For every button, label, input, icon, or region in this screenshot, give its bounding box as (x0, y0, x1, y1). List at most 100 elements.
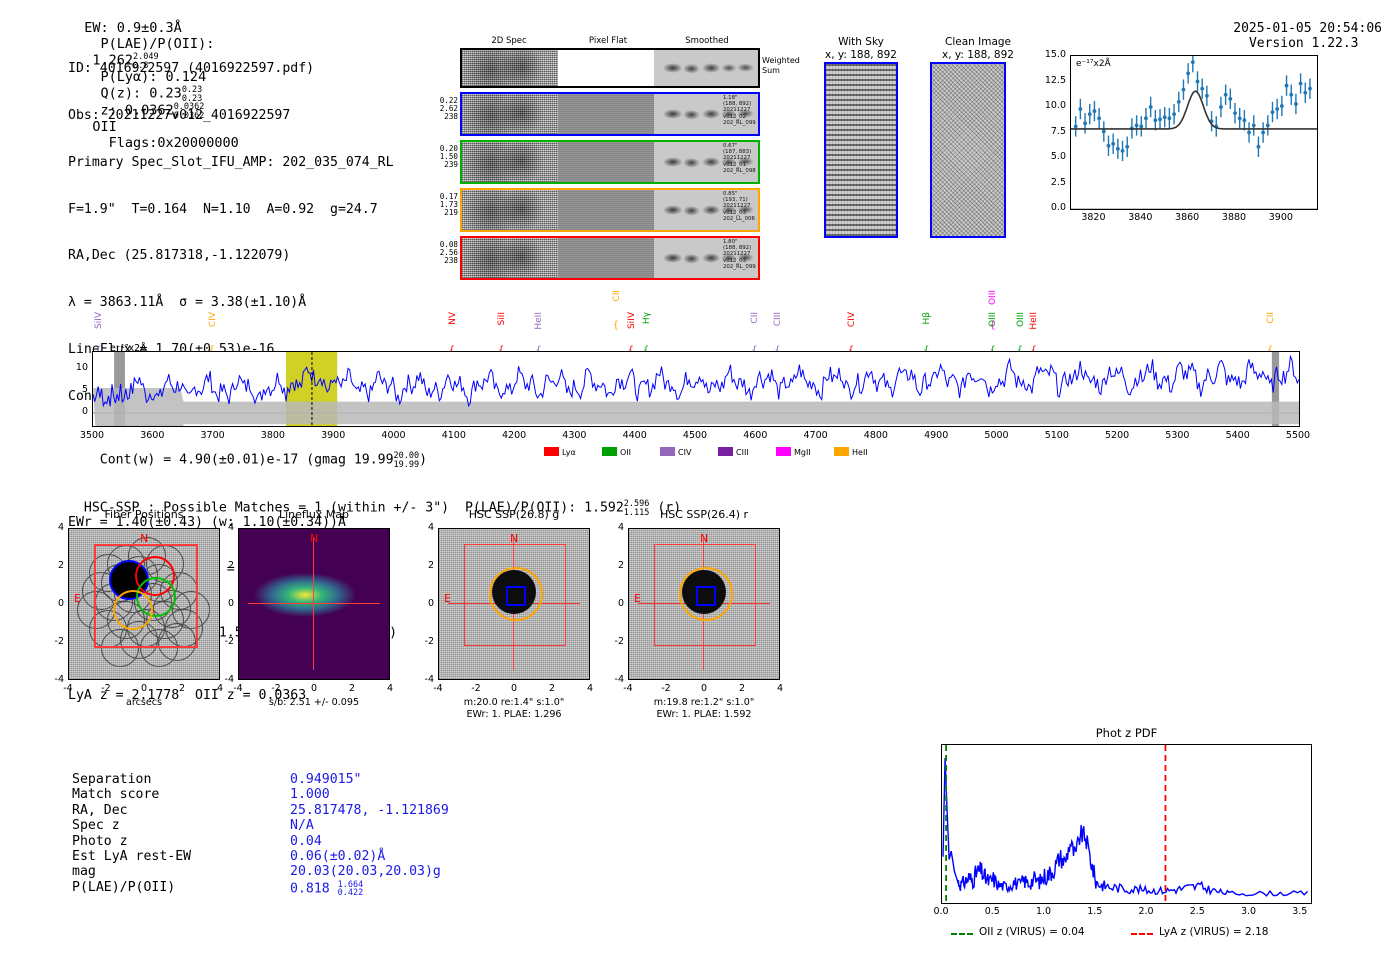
xtick: -2 (271, 683, 281, 694)
with-sky-title: With Sky (838, 36, 884, 48)
xtick: 3.5 (1292, 906, 1308, 917)
panel-caption: m:19.8 re:1.2" s:1.0" (653, 697, 755, 708)
xtick: 4 (216, 683, 224, 694)
xtick: 3600 (140, 430, 165, 441)
emission-line-label: OIII (988, 290, 999, 306)
ytick: 2 (617, 560, 624, 571)
fiber-row-meta: 0.67" (187, 883) 20211227 v012_01 202_RL_098 (723, 143, 756, 174)
xtick: 4800 (863, 430, 888, 441)
emission-line-bracket: { (535, 345, 541, 356)
cutout-panel[interactable] (238, 528, 390, 680)
panel-title: HSC SSP(26.4) r (659, 508, 749, 521)
emission-line-label: CII (1265, 312, 1276, 324)
xtick: 3840 (1128, 212, 1153, 223)
source-aperture-orange[interactable] (679, 567, 733, 621)
panel-caption: arcsecs (125, 697, 163, 708)
2d-spectrum-panel: 2D Spec Pixel Flat Smoothed Weighted Sum… (420, 36, 800, 280)
table-key: Est LyA rest-EW (72, 848, 192, 864)
header-plya: P(Lyα): 0.124 (100, 69, 207, 85)
info-gmag-lo: 19.99 (393, 459, 420, 470)
xtick: 4600 (743, 430, 768, 441)
header-datetime: 2025-01-05 20:54:06 (1233, 21, 1382, 36)
table-key: P(LAE)/P(OII) (72, 879, 176, 895)
header-flags: Flags:0x20000000 (108, 135, 239, 151)
full-spectrum-svg (93, 352, 1299, 426)
clean-image-cutout[interactable] (930, 62, 1006, 238)
clean-image-header: Clean Image x, y: 188, 892 (918, 36, 1038, 61)
xtick: 3880 (1221, 212, 1247, 223)
fiber-row (460, 236, 760, 280)
xtick: 4900 (924, 430, 949, 441)
with-sky-cutout[interactable] (824, 62, 898, 238)
emission-line-zoom-plot[interactable]: e⁻¹⁷x2Å 0.0 2.5 5.0 7.5 10.0 12.5 15.0 3820 384… (1032, 49, 1318, 223)
panel-title: Lineflux Map (278, 508, 350, 521)
fiber-row (460, 92, 760, 136)
legend-label: LyA z (VIRUS) = 2.18 (1159, 926, 1269, 938)
fiber-circle[interactable] (158, 623, 197, 662)
aperture-box (654, 544, 756, 646)
compass-e: E (444, 592, 451, 605)
xtick: 5000 (984, 430, 1009, 441)
compass-n: N (510, 532, 519, 545)
ytick: 2.5 (1050, 176, 1066, 188)
compass-n: N (310, 532, 319, 545)
hsc-plae-hi: 2.596 (623, 499, 650, 509)
table-key: Separation (72, 772, 152, 787)
xtick: 5200 (1105, 430, 1130, 441)
xtick: 0 (700, 683, 708, 694)
fiber-orange[interactable] (113, 590, 154, 631)
table-value: N/A (290, 818, 314, 834)
header-z-hi: 0.0362 (173, 102, 205, 112)
panel-caption-2: EWr: 1. PLAE: 1.592 (656, 709, 752, 720)
source-marker-blue[interactable] (696, 586, 716, 606)
zoom-plot-axes (1070, 55, 1318, 210)
legend-swatch (776, 447, 791, 456)
phot-z-svg (942, 745, 1309, 903)
source-marker-blue[interactable] (506, 586, 526, 606)
source-aperture-orange[interactable] (489, 567, 543, 621)
phot-z-pdf-panel[interactable]: Phot z PDF 0.0 0.5 1.0 1.5 2.0 2.5 3.0 3.5 OII … (933, 726, 1312, 938)
emission-line-label: HeII (534, 312, 545, 330)
emission-line-label: CIV (846, 312, 857, 328)
xtick: 5300 (1165, 430, 1190, 441)
compass-e: E (634, 592, 641, 605)
ytick: -2 (424, 636, 434, 647)
xtick: 3860 (1175, 212, 1200, 223)
xtick: -2 (101, 683, 111, 694)
panel-title: HSC SSP(26.8) g (468, 508, 560, 521)
info-seeing: F=1.9" T=0.164 N=1.10 A=0.92 g=24.7 (68, 201, 378, 217)
ytick: -4 (424, 674, 434, 685)
emission-line-label: Hβ (922, 312, 933, 325)
value-lo: 0.422 (337, 888, 364, 899)
xtick: 5500 (1285, 430, 1311, 441)
xtick: 0.5 (984, 906, 1000, 917)
header-version: Version 1.22.3 (1248, 36, 1359, 51)
header-z: z: 0.0362 (100, 102, 174, 119)
table-key: Photo z (72, 833, 128, 849)
legend-swatch (602, 447, 617, 456)
emission-line-bracket: { (209, 345, 215, 356)
xtick: 0 (510, 683, 518, 694)
emission-line-bracket: { (628, 345, 634, 356)
with-sky-coords: x, y: 188, 892 (825, 48, 897, 61)
ytick: -2 (614, 636, 624, 647)
fiber-fov-box (94, 544, 198, 648)
col-header-2d-spec: 2D Spec (491, 36, 527, 46)
fiber-row-meta: 1.18" (188, 892) 20211227 v012_02 202_RL_099 (723, 95, 756, 126)
emission-line-bracket: { (923, 345, 929, 356)
xtick: 0.0 (933, 906, 949, 917)
xtick: 0 (310, 683, 318, 694)
table-key: RA, Dec (72, 802, 128, 818)
phot-z-axes (941, 744, 1312, 904)
ytick: 2 (57, 560, 64, 571)
emission-line-label: SiIV (626, 312, 637, 330)
legend-label: Lyα (562, 448, 576, 457)
info-primary-spec-slot: Primary Spec_Slot_IFU_AMP: 202_035_074_R… (68, 154, 394, 170)
table-value: 0.06(±0.02)Å (290, 848, 386, 864)
table-key: Spec z (72, 818, 120, 834)
header-ew: EW: 0.9±0.3Å (84, 20, 182, 36)
legend-swatch (544, 447, 559, 456)
full-spectrum-panel[interactable]: SiIV {CIV {NV {SiII {HeII {CII {SiIV {Hγ {CII {CI… (76, 286, 1310, 471)
emission-line-label: Hγ (641, 312, 652, 325)
header-z-type: OII (92, 119, 117, 135)
